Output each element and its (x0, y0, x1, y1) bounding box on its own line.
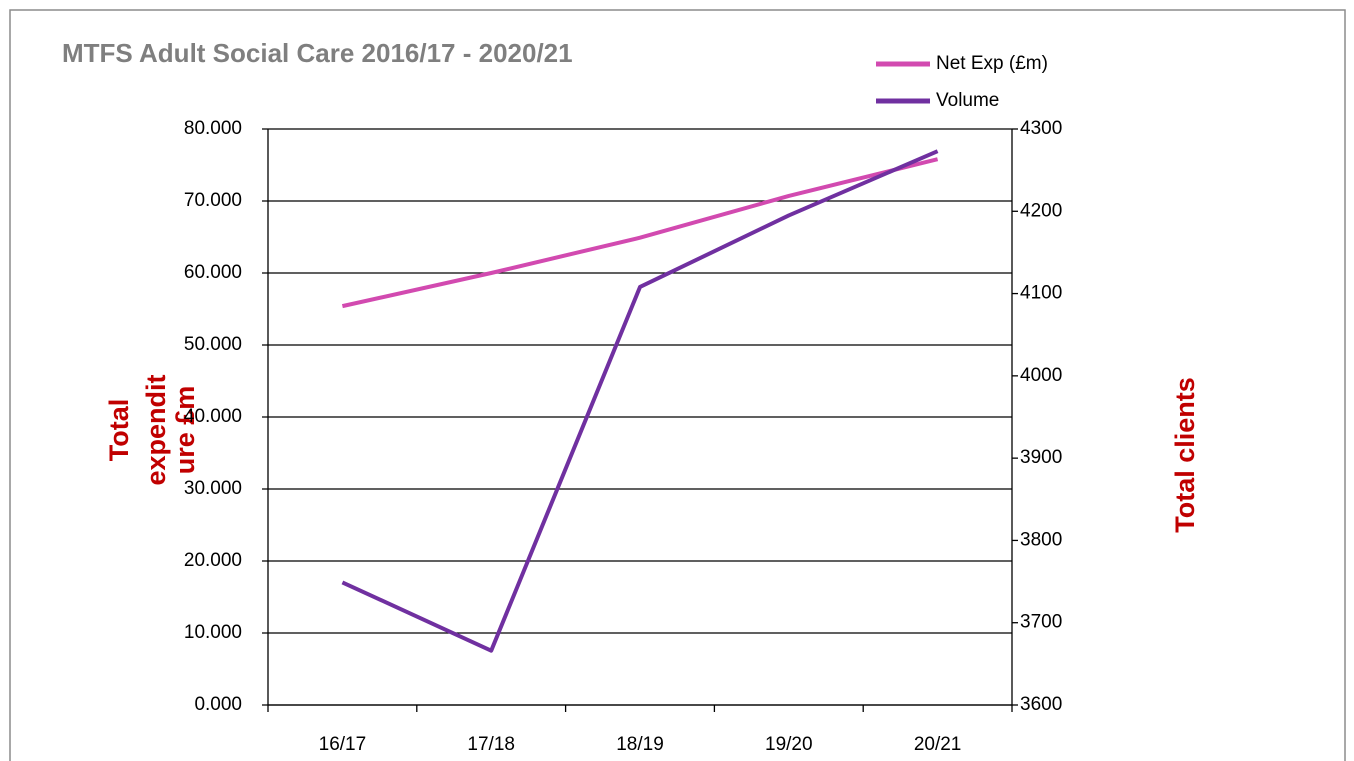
y2-tick-label: 4100 (1020, 283, 1062, 304)
legend-label: Volume (936, 90, 999, 111)
x-tick-label: 17/18 (467, 734, 515, 755)
y-tick-label: 30.000 (184, 478, 242, 499)
y2-tick-label: 4200 (1020, 200, 1062, 221)
y-axis-label-line: ure £m (170, 386, 200, 475)
chart-title: MTFS Adult Social Care 2016/17 - 2020/21 (62, 38, 573, 68)
legend-label: Net Exp (£m) (936, 53, 1048, 74)
x-tick-label: 19/20 (765, 734, 813, 755)
series-line (341, 157, 939, 309)
y-tick-label: 50.000 (184, 334, 242, 355)
y2-axis-label: Total clients (1170, 377, 1200, 533)
y2-tick-label: 3600 (1020, 694, 1062, 715)
y-tick-label: 20.000 (184, 550, 242, 571)
y2-tick-label: 3800 (1020, 529, 1062, 550)
y-axis-label-line: expendit (141, 374, 171, 485)
y2-tick-label: 3900 (1020, 447, 1062, 468)
series-line (341, 149, 939, 653)
y-axis-label-line: Total (104, 399, 134, 462)
x-tick-label: 16/17 (319, 734, 367, 755)
y-axis-label: Total expendit ure £m (104, 374, 200, 485)
y-tick-label: 60.000 (184, 262, 242, 283)
y2-tick-label: 4000 (1020, 365, 1062, 386)
y-tick-label: 0.000 (194, 694, 242, 715)
chart-frame (9, 9, 1346, 761)
y-tick-label: 40.000 (184, 406, 242, 427)
x-tick-label: 18/19 (616, 734, 664, 755)
y2-tick-label: 4300 (1020, 118, 1062, 139)
y-tick-label: 10.000 (184, 622, 242, 643)
x-tick-label: 20/21 (914, 734, 962, 755)
y2-tick-label: 3700 (1020, 612, 1062, 633)
y-tick-label: 70.000 (184, 190, 242, 211)
y-tick-label: 80.000 (184, 118, 242, 139)
